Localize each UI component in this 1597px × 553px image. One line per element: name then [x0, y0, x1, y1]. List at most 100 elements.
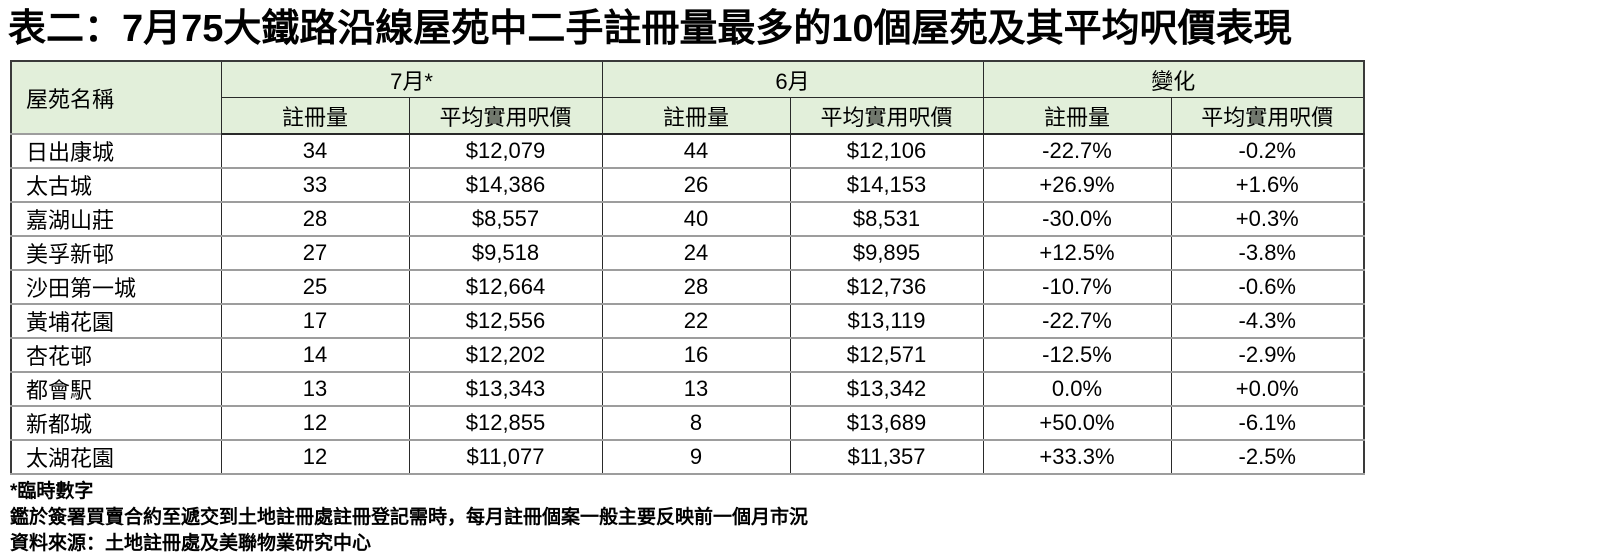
- change-registrations: +12.5%: [982, 235, 1172, 271]
- jun-registrations: 22: [601, 303, 791, 339]
- table-row: 太古城 33 $14,386 26 $14,153 +26.9% +1.6%: [10, 167, 1365, 203]
- jul-avg-price: $12,664: [408, 269, 603, 305]
- table-row: 太湖花園 12 $11,077 9 $11,357 +33.3% -2.5%: [10, 439, 1365, 475]
- estates-table: 屋苑名稱 7月* 6月 變化 註冊量 平均實用呎價 註冊量 平均實用呎價 註冊量…: [10, 60, 1366, 475]
- header-jul-avg-price: 平均實用呎價: [408, 97, 603, 135]
- jul-avg-price: $9,518: [408, 235, 603, 271]
- change-avg-price: -0.2%: [1170, 133, 1365, 169]
- jun-registrations: 44: [601, 133, 791, 169]
- jul-registrations: 33: [220, 167, 410, 203]
- jun-avg-price: $12,571: [789, 337, 984, 373]
- change-avg-price: +0.0%: [1170, 371, 1365, 407]
- jun-avg-price: $9,895: [789, 235, 984, 271]
- change-registrations: +26.9%: [982, 167, 1172, 203]
- jul-registrations: 28: [220, 201, 410, 237]
- estate-name: 美孚新邨: [10, 235, 222, 271]
- jul-registrations: 12: [220, 439, 410, 475]
- jul-registrations: 13: [220, 371, 410, 407]
- table-row: 沙田第一城 25 $12,664 28 $12,736 -10.7% -0.6%: [10, 269, 1365, 305]
- table-row: 黃埔花園 17 $12,556 22 $13,119 -22.7% -4.3%: [10, 303, 1365, 339]
- header-jun-avg-price: 平均實用呎價: [789, 97, 984, 135]
- jun-registrations: 8: [601, 405, 791, 441]
- jun-avg-price: $14,153: [789, 167, 984, 203]
- estate-name: 都會駅: [10, 371, 222, 407]
- table-header: 屋苑名稱 7月* 6月 變化 註冊量 平均實用呎價 註冊量 平均實用呎價 註冊量…: [10, 60, 1365, 135]
- jul-avg-price: $13,343: [408, 371, 603, 407]
- estate-name: 杏花邨: [10, 337, 222, 373]
- jul-registrations: 34: [220, 133, 410, 169]
- footnotes: *臨時數字 鑑於簽署買賣合約至遞交到土地註冊處註冊登記需時，每月註冊個案一般主要…: [10, 479, 1597, 553]
- change-avg-price: -3.8%: [1170, 235, 1365, 271]
- table-row: 嘉湖山莊 28 $8,557 40 $8,531 -30.0% +0.3%: [10, 201, 1365, 237]
- jun-avg-price: $13,689: [789, 405, 984, 441]
- jul-avg-price: $14,386: [408, 167, 603, 203]
- change-registrations: 0.0%: [982, 371, 1172, 407]
- change-registrations: +50.0%: [982, 405, 1172, 441]
- header-group-july: 7月*: [220, 60, 603, 98]
- footnote-registration-lag: 鑑於簽署買賣合約至遞交到土地註冊處註冊登記需時，每月註冊個案一般主要反映前一個月…: [10, 507, 809, 528]
- jul-avg-price: $12,079: [408, 133, 603, 169]
- jul-avg-price: $8,557: [408, 201, 603, 237]
- header-group-june: 6月: [601, 60, 984, 98]
- change-avg-price: -6.1%: [1170, 405, 1365, 441]
- jun-registrations: 13: [601, 371, 791, 407]
- change-avg-price: +1.6%: [1170, 167, 1365, 203]
- jul-registrations: 17: [220, 303, 410, 339]
- jul-avg-price: $12,202: [408, 337, 603, 373]
- jun-registrations: 26: [601, 167, 791, 203]
- jun-avg-price: $11,357: [789, 439, 984, 475]
- change-registrations: -22.7%: [982, 303, 1172, 339]
- jun-avg-price: $12,736: [789, 269, 984, 305]
- change-registrations: -10.7%: [982, 269, 1172, 305]
- jun-registrations: 28: [601, 269, 791, 305]
- table-row: 都會駅 13 $13,343 13 $13,342 0.0% +0.0%: [10, 371, 1365, 407]
- header-jun-registrations: 註冊量: [601, 97, 791, 135]
- jul-registrations: 27: [220, 235, 410, 271]
- estate-name: 新都城: [10, 405, 222, 441]
- jul-avg-price: $11,077: [408, 439, 603, 475]
- change-avg-price: -4.3%: [1170, 303, 1365, 339]
- change-avg-price: -2.5%: [1170, 439, 1365, 475]
- jun-avg-price: $13,119: [789, 303, 984, 339]
- jun-registrations: 40: [601, 201, 791, 237]
- estate-name: 沙田第一城: [10, 269, 222, 305]
- jun-registrations: 16: [601, 337, 791, 373]
- table-row: 杏花邨 14 $12,202 16 $12,571 -12.5% -2.9%: [10, 337, 1365, 373]
- change-avg-price: -2.9%: [1170, 337, 1365, 373]
- footnote-provisional: *臨時數字: [10, 481, 94, 502]
- jun-avg-price: $13,342: [789, 371, 984, 407]
- header-group-change: 變化: [982, 60, 1365, 98]
- change-registrations: -30.0%: [982, 201, 1172, 237]
- jun-registrations: 24: [601, 235, 791, 271]
- estate-name: 太古城: [10, 167, 222, 203]
- estate-name: 太湖花園: [10, 439, 222, 475]
- change-registrations: -12.5%: [982, 337, 1172, 373]
- table-title: 表二：7月75大鐵路沿線屋苑中二手註冊量最多的10個屋苑及其平均呎價表現: [8, 8, 1292, 50]
- jul-registrations: 12: [220, 405, 410, 441]
- header-jul-registrations: 註冊量: [220, 97, 410, 135]
- header-change-registrations: 註冊量: [982, 97, 1172, 135]
- table-row: 新都城 12 $12,855 8 $13,689 +50.0% -6.1%: [10, 405, 1365, 441]
- change-registrations: -22.7%: [982, 133, 1172, 169]
- table-row: 美孚新邨 27 $9,518 24 $9,895 +12.5% -3.8%: [10, 235, 1365, 271]
- table-body: 日出康城 34 $12,079 44 $12,106 -22.7% -0.2% 太古城 33 $1…: [10, 133, 1365, 475]
- jun-registrations: 9: [601, 439, 791, 475]
- header-change-avg-price: 平均實用呎價: [1170, 97, 1365, 135]
- change-avg-price: -0.6%: [1170, 269, 1365, 305]
- jul-avg-price: $12,855: [408, 405, 603, 441]
- estate-name: 黃埔花園: [10, 303, 222, 339]
- estate-name: 日出康城: [10, 133, 222, 169]
- estate-name: 嘉湖山莊: [10, 201, 222, 237]
- jul-registrations: 14: [220, 337, 410, 373]
- table-row: 日出康城 34 $12,079 44 $12,106 -22.7% -0.2%: [10, 133, 1365, 169]
- jun-avg-price: $8,531: [789, 201, 984, 237]
- header-sub-row: 註冊量 平均實用呎價 註冊量 平均實用呎價 註冊量 平均實用呎價: [11, 97, 1365, 135]
- jul-registrations: 25: [220, 269, 410, 305]
- footnote-source: 資料來源：土地註冊處及美聯物業研究中心: [10, 533, 372, 553]
- header-group-row: 屋苑名稱 7月* 6月 變化: [10, 60, 1365, 135]
- header-estate-name: 屋苑名稱: [10, 60, 222, 135]
- jun-avg-price: $12,106: [789, 133, 984, 169]
- jul-avg-price: $12,556: [408, 303, 603, 339]
- change-avg-price: +0.3%: [1170, 201, 1365, 237]
